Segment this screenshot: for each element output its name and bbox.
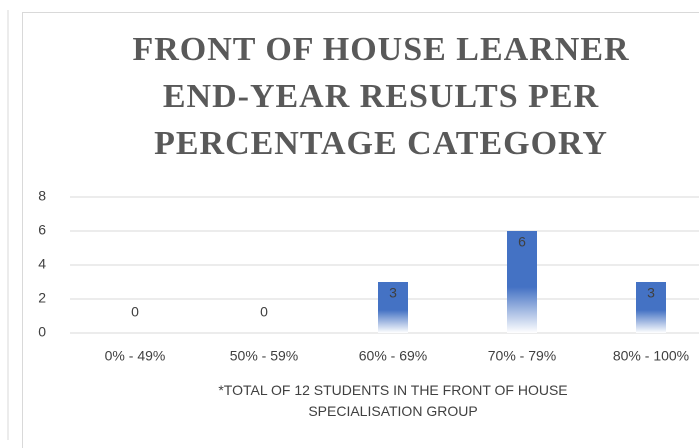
x-tick-label: 60% - 69%	[359, 348, 427, 364]
data-label: 3	[389, 285, 397, 301]
data-label: 3	[647, 285, 655, 301]
y-tick-label: 4	[38, 256, 46, 272]
data-label: 6	[518, 234, 526, 250]
y-tick-label: 8	[38, 188, 46, 204]
bar	[507, 231, 537, 333]
y-tick-label: 0	[38, 324, 46, 340]
bar	[378, 282, 408, 333]
x-axis-title: *TOTAL OF 12 STUDENTS IN THE FRONT OF HO…	[218, 382, 567, 419]
bar	[636, 282, 666, 333]
chart-frame	[22, 12, 699, 448]
data-label: 0	[131, 304, 139, 320]
x-tick-label: 70% - 79%	[488, 348, 556, 364]
x-tick-label: 0% - 49%	[105, 348, 166, 364]
x-tick-label: 50% - 59%	[230, 348, 298, 364]
y-tick-label: 6	[38, 222, 46, 238]
x-tick-label: 80% - 100%	[613, 348, 689, 364]
y-tick-label: 2	[38, 290, 46, 306]
chart-title: FRONT OF HOUSE LEARNER END-YEAR RESULTS P…	[132, 31, 629, 162]
data-label: 0	[260, 304, 268, 320]
